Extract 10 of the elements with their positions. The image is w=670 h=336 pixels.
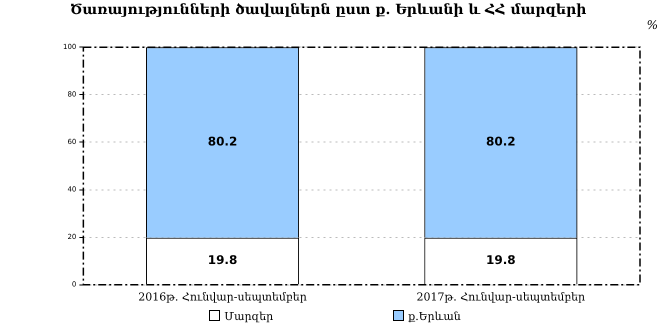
data-label: 80.2 — [486, 134, 516, 149]
chart-title: Ծառայությունների ծավալներն ըստ ք. Երևանի և ՀՀ մարզերի — [70, 2, 586, 18]
x-tick-label: 2017թ. Հունվար-սեպտեմբեր — [416, 290, 586, 304]
x-tick-label: 2016թ. Հունվար-սեպտեմբեր — [138, 290, 307, 304]
data-label: 80.2 — [208, 134, 238, 149]
data-label: 19.8 — [486, 253, 516, 268]
legend-label: ք.Երևան — [408, 310, 461, 323]
text: Մարզեր — [224, 310, 274, 323]
y-axis-title: % — [646, 18, 658, 32]
data-label: 19.8 — [208, 253, 238, 268]
